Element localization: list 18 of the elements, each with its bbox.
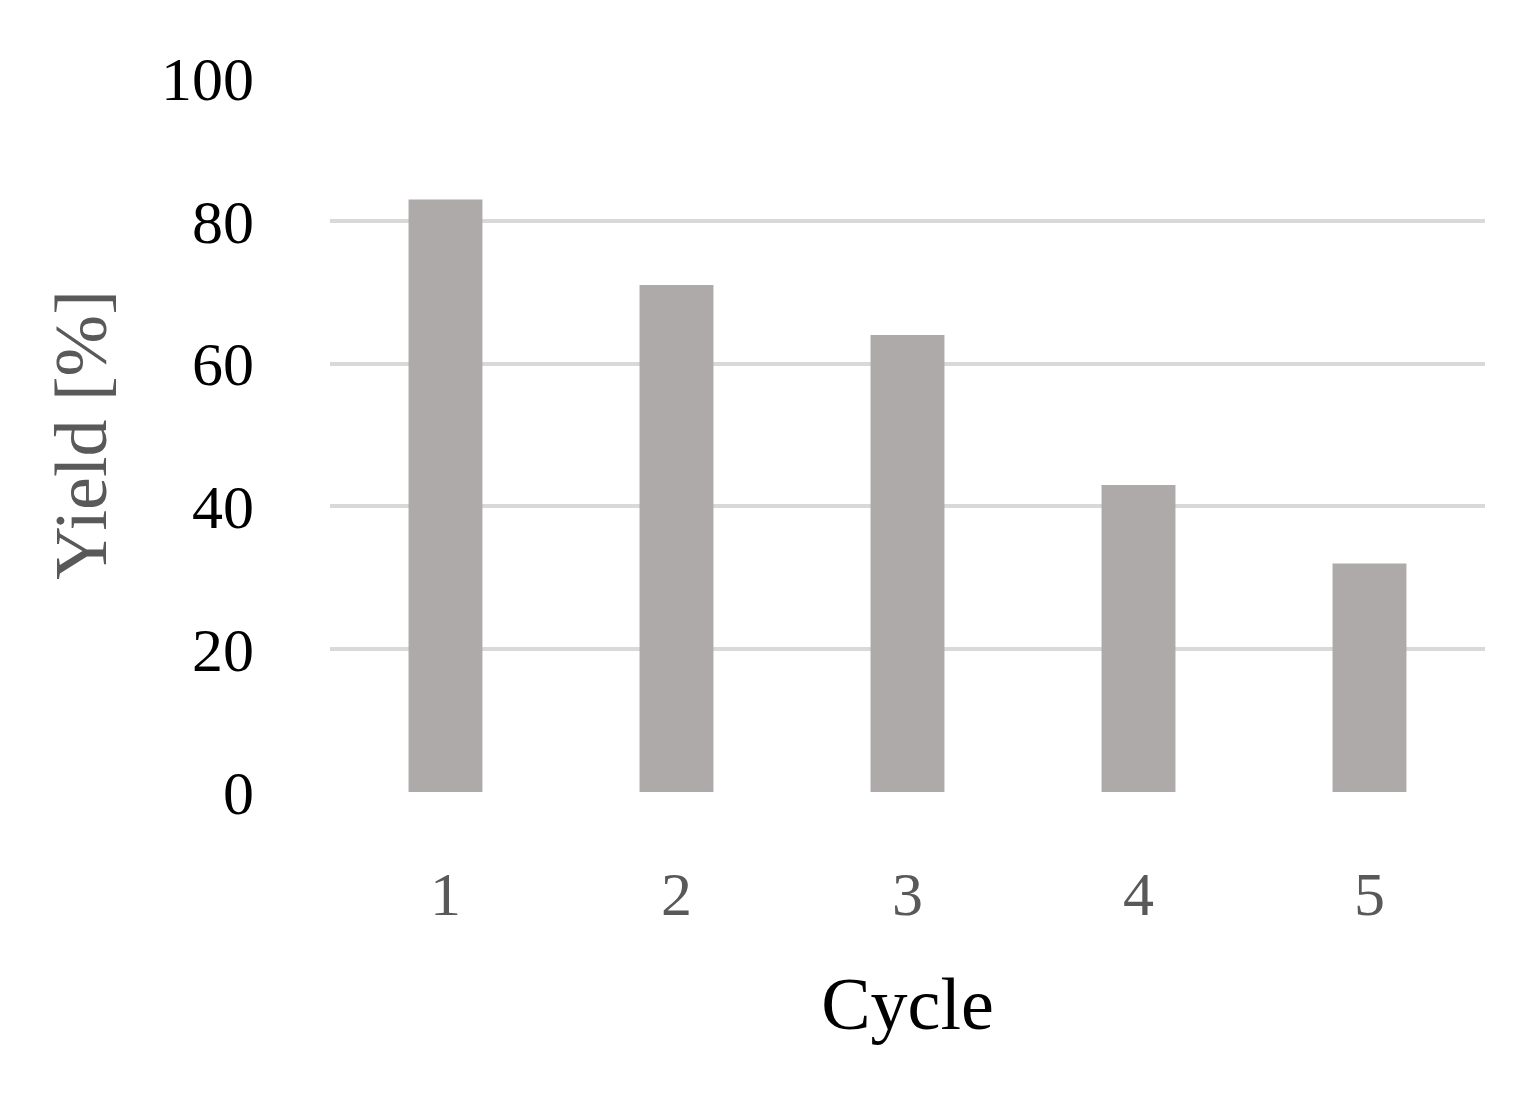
y-tick-label: 60 (192, 330, 254, 399)
x-tick-label: 2 (661, 860, 692, 928)
x-tick-label: 4 (1123, 860, 1154, 928)
y-axis-title: Yield [%] (39, 290, 122, 580)
bar (1332, 563, 1407, 792)
y-tick-label: 100 (161, 44, 254, 113)
x-axis-title: Cycle (821, 963, 994, 1046)
x-tick-label: 5 (1354, 860, 1385, 928)
y-tick-label: 80 (192, 187, 254, 256)
y-tick-label: 0 (223, 758, 254, 827)
bar (639, 285, 714, 792)
x-tick-label: 3 (892, 860, 923, 928)
y-tick-label: 40 (192, 473, 254, 542)
bar (408, 199, 483, 792)
bar (870, 335, 945, 792)
x-tick-label: 1 (430, 860, 461, 928)
y-tick-label: 20 (192, 615, 254, 684)
bar (1101, 484, 1176, 792)
